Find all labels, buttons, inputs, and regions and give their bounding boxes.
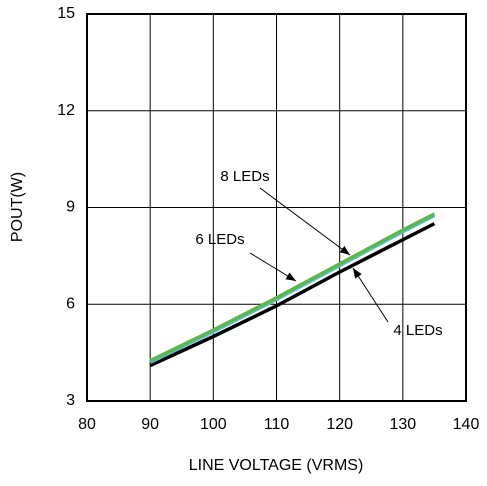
annotation-arrow [352, 267, 389, 323]
x-tick-label: 110 [264, 416, 290, 433]
series-line [149, 212, 436, 363]
x-tick-label: 140 [453, 416, 480, 433]
x-tick-label: 120 [326, 416, 353, 433]
y-tick-label: 12 [57, 102, 75, 119]
plot-frame [86, 13, 467, 402]
annotation-arrow [249, 252, 297, 282]
x-tick-label: 130 [389, 416, 416, 433]
x-tick-label: 80 [78, 416, 96, 433]
x-tick-label: 100 [200, 416, 227, 433]
series-line [149, 222, 436, 368]
x-axis-title: LINE VOLTAGE (VRMS) [189, 457, 364, 474]
y-tick-label: 15 [57, 5, 75, 22]
x-tick-label: 90 [141, 416, 159, 433]
y-axis-title: POUT(W) [9, 172, 26, 242]
y-tick-label: 9 [66, 199, 75, 216]
annotation: 6 LEDs [195, 231, 244, 248]
y-tick-label: 6 [66, 295, 75, 312]
annotation: 8 LEDs [220, 168, 269, 185]
annotation-arrow [259, 187, 351, 256]
annotation: 4 LEDs [393, 322, 442, 339]
y-tick-label: 3 [66, 392, 75, 409]
